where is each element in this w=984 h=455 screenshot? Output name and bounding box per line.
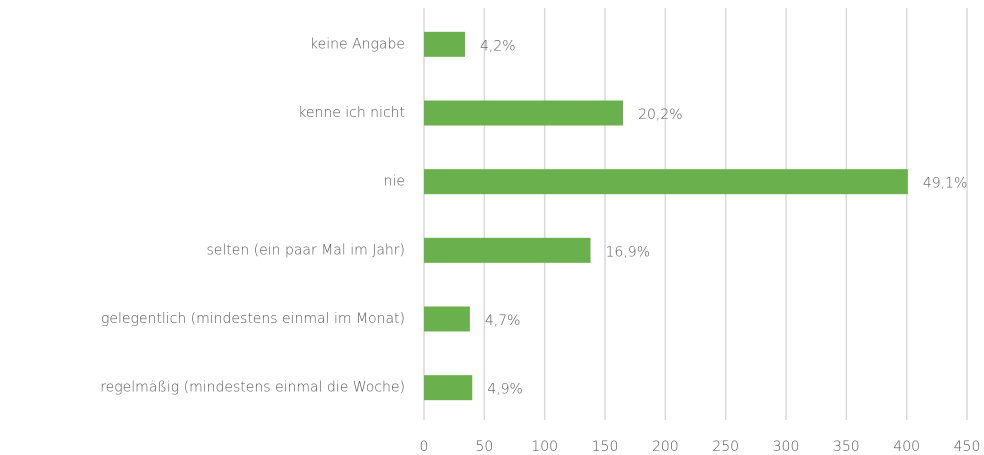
x-tick-label: 150 <box>592 439 619 455</box>
bar <box>424 375 473 401</box>
y-tick-label: kenne ich nicht <box>298 105 405 121</box>
x-tick-label: 300 <box>773 439 800 455</box>
bar <box>424 100 624 126</box>
y-tick-label: keine Angabe <box>310 36 405 52</box>
bar <box>424 237 591 263</box>
bar <box>424 31 466 57</box>
bar <box>424 306 470 332</box>
data-label: 49,1% <box>923 176 967 192</box>
x-tick-label: 250 <box>712 439 739 455</box>
data-label: 4,2% <box>480 38 516 54</box>
data-label: 16,9% <box>606 244 650 260</box>
y-tick-label: regelmäßig (mindestens einmal die Woche) <box>100 380 405 396</box>
data-label: 20,2% <box>638 107 682 123</box>
y-tick-label: gelegentlich (mindestens einmal im Monat… <box>101 311 405 327</box>
x-tick-label: 400 <box>893 439 920 455</box>
data-label: 4,7% <box>485 313 521 329</box>
x-tick-label: 350 <box>833 439 860 455</box>
x-tick-label: 100 <box>531 439 558 455</box>
x-tick-label: 200 <box>652 439 679 455</box>
bar <box>424 169 908 195</box>
y-tick-label: nie <box>384 174 405 190</box>
y-tick-label: selten (ein paar Mal im Jahr) <box>206 242 405 258</box>
x-tick-label: 450 <box>954 439 981 455</box>
x-tick-label: 50 <box>475 439 493 455</box>
data-label: 4,9% <box>487 382 523 398</box>
x-tick-label: 0 <box>420 439 429 455</box>
